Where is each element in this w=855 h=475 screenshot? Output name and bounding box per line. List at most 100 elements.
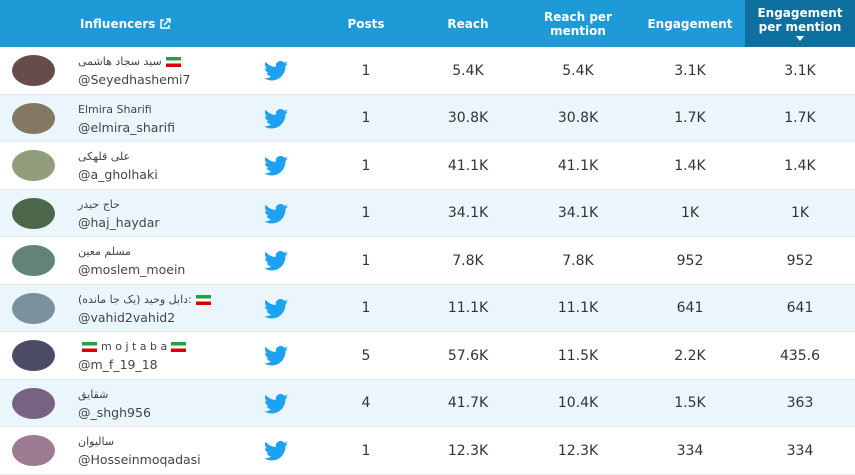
name-text: سالیوان [78, 435, 115, 448]
cell-reach: 11.1K [447, 300, 489, 316]
external-link-icon [160, 17, 172, 29]
influencer-name[interactable]: دابل وحید (یک جا مانده): [78, 293, 215, 306]
header-posts[interactable]: Posts [310, 0, 422, 47]
cell-reach: 12.3K [447, 442, 489, 459]
cell-engagement: 3.1K [674, 62, 706, 79]
cell-posts: 1 [361, 442, 371, 459]
cell-engagement-per-mention: 334 [786, 442, 814, 459]
twitter-icon[interactable] [264, 203, 288, 224]
twitter-icon[interactable] [264, 393, 288, 414]
cell-engagement: 1.5K [674, 395, 706, 411]
header-engagement[interactable]: Engagement [634, 0, 746, 47]
table-row: شقایق @_shgh956 4 41.7K 10.4K 1.5K 363 [0, 379, 855, 427]
name-text: دابل وحید (یک جا مانده): [78, 292, 192, 306]
cell-reach-per-mention: 41.1K [557, 157, 599, 174]
header-text: Influencers [80, 16, 156, 31]
twitter-icon[interactable] [264, 108, 288, 129]
influencer-name[interactable]: علی قلهکی [78, 150, 130, 163]
influencer-handle[interactable]: @Hosseinmoqadasi [78, 452, 201, 467]
header-text: Reach [447, 16, 489, 31]
influencer-name[interactable]: حاج حیدر [78, 198, 120, 211]
influencer-name[interactable]: شقایق [78, 388, 108, 401]
cell-engagement: 641 [676, 300, 704, 316]
cell-reach-per-mention: 7.8K [562, 252, 594, 269]
name-text: حاج حیدر [78, 197, 120, 211]
header-text: Reach per mention [544, 9, 612, 38]
table-row: m o j t a b a @m_f_19_18 5 57.6K 11.5K 2.2K 43… [0, 332, 855, 380]
twitter-icon[interactable] [264, 251, 288, 271]
cell-reach-per-mention: 30.8K [557, 110, 599, 126]
sort-arrow [796, 36, 804, 41]
cell-engagement-per-mention: 1.7K [784, 110, 816, 126]
influencer-name[interactable]: سالیوان [78, 435, 114, 448]
influencer-handle[interactable]: @elmira_sharifi [78, 119, 175, 135]
avatar [12, 340, 55, 371]
avatar [12, 55, 55, 86]
table-row: علی قلهکی @a_gholhaki 1 41.1K 41.1K 1.4K 1.4K [0, 142, 855, 190]
flag-icon [82, 342, 97, 352]
cell-posts: 1 [361, 110, 371, 126]
influencer-name[interactable]: Elmira Sharifi [78, 103, 152, 116]
cell-posts: 1 [361, 205, 371, 221]
twitter-icon[interactable] [264, 61, 288, 81]
avatar [12, 102, 55, 134]
header-reach-per-mention[interactable]: Reach per mention [522, 0, 634, 47]
cell-reach: 30.8K [447, 110, 489, 126]
cell-engagement-per-mention: 641 [786, 300, 814, 316]
avatar [12, 292, 55, 324]
avatar [12, 197, 55, 229]
name-text: مسلم معین [78, 245, 132, 258]
cell-posts: 1 [361, 252, 371, 269]
table-row: مسلم معین @moslem_moein 1 7.8K 7.8K 952 952 [0, 237, 855, 285]
header-text: Engagement per mention [757, 6, 843, 34]
influencer-name[interactable]: مسلم معین [78, 245, 131, 258]
influencer-handle[interactable]: @_shgh956 [78, 404, 151, 420]
flag-icon [195, 294, 211, 305]
avatar [12, 435, 55, 466]
influencer-handle[interactable]: @a_gholhaki [78, 167, 158, 182]
cell-engagement: 1.4K [674, 157, 706, 174]
header-engagement-per-mention[interactable]: Engagement per mention [745, 0, 855, 47]
cell-engagement-per-mention: 3.1K [784, 62, 816, 79]
cell-engagement-per-mention: 1.4K [784, 157, 816, 174]
cell-engagement-per-mention: 435.6 [779, 347, 821, 364]
cell-reach-per-mention: 11.1K [557, 300, 599, 316]
name-text: سید سجاد هاشمی [78, 55, 162, 68]
influencer-name[interactable]: سید سجاد هاشمی [78, 55, 185, 68]
cell-reach-per-mention: 10.4K [557, 395, 599, 411]
twitter-icon[interactable] [264, 298, 288, 319]
name-text: علی قلهکی [78, 150, 131, 163]
table-row: Elmira Sharifi @elmira_sharifi 1 30.8K 30.8K… [0, 94, 855, 142]
cell-reach-per-mention: 5.4K [562, 62, 594, 79]
avatar [12, 387, 55, 419]
name-text: شقایق [78, 387, 109, 401]
influencer-handle[interactable]: @moslem_moein [78, 262, 186, 277]
cell-engagement: 1K [680, 205, 700, 221]
header-text: Engagement [647, 16, 733, 31]
header-reach[interactable]: Reach [412, 0, 524, 47]
header-text: Posts [347, 16, 385, 31]
header-influencers[interactable]: Influencers [80, 0, 172, 47]
cell-engagement: 334 [676, 442, 704, 459]
cell-posts: 1 [361, 300, 371, 316]
table-header: Influencers Posts Reach Reach per mention En… [0, 0, 855, 47]
cell-engagement: 1.7K [674, 110, 706, 126]
influencer-handle[interactable]: @m_f_19_18 [78, 357, 158, 372]
cell-engagement: 2.2K [674, 347, 706, 364]
influencer-handle[interactable]: @vahid2vahid2 [78, 309, 176, 325]
cell-engagement-per-mention: 363 [786, 395, 814, 411]
table-row: سالیوان @Hosseinmoqadasi 1 12.3K 12.3K 334 334 [0, 427, 855, 475]
influencer-name[interactable]: m o j t a b a [78, 340, 190, 353]
twitter-icon[interactable] [264, 441, 288, 461]
influencer-handle[interactable]: @haj_haydar [78, 214, 160, 230]
twitter-icon[interactable] [264, 156, 288, 176]
table-row: حاج حیدر @haj_haydar 1 34.1K 34.1K 1K 1K [0, 189, 855, 237]
cell-reach-per-mention: 11.5K [557, 347, 599, 364]
twitter-icon[interactable] [264, 346, 288, 366]
cell-reach-per-mention: 12.3K [557, 442, 599, 459]
cell-reach: 7.8K [452, 252, 484, 269]
influencer-handle[interactable]: @Seyedhashemi7 [78, 72, 191, 87]
flag-icon [165, 57, 181, 67]
cell-reach: 57.6K [447, 347, 489, 364]
